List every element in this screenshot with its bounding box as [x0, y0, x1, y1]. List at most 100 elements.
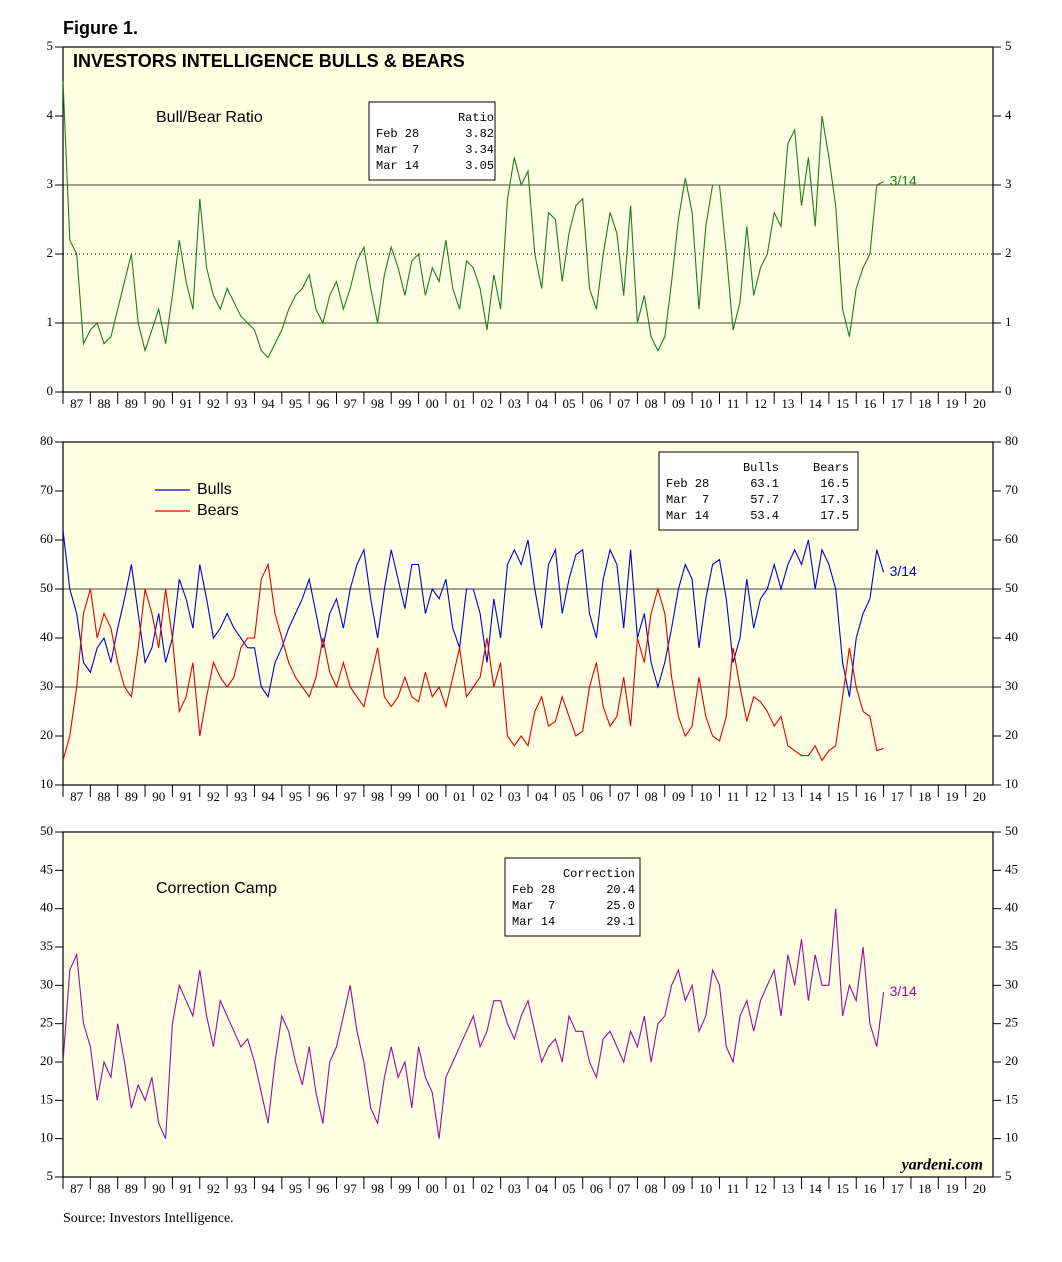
x-tick-label: 04	[535, 396, 549, 411]
x-tick-label: 16	[863, 1181, 877, 1196]
x-tick-label: 15	[836, 1181, 849, 1196]
x-tick-label: 12	[754, 1181, 767, 1196]
x-tick-label: 08	[645, 396, 658, 411]
y-tick-label-right: 10	[1005, 776, 1018, 791]
y-tick-label-right: 3	[1005, 176, 1012, 191]
y-tick-label-right: 2	[1005, 245, 1012, 260]
x-tick-label: 93	[234, 396, 247, 411]
x-tick-label: 06	[590, 396, 604, 411]
table-cell: 25.0	[606, 899, 635, 913]
x-tick-label: 91	[180, 789, 193, 804]
y-tick-label-right: 45	[1005, 861, 1018, 876]
x-tick-label: 94	[262, 789, 276, 804]
x-tick-label: 14	[809, 396, 823, 411]
x-tick-label: 19	[945, 1181, 958, 1196]
x-tick-label: 13	[781, 1181, 794, 1196]
x-tick-label: 04	[535, 789, 549, 804]
table-cell: Feb 28	[666, 477, 709, 491]
annotation: 3/14	[890, 983, 917, 999]
y-tick-label: 5	[47, 1168, 54, 1183]
plot-background	[62, 46, 994, 393]
table-cell: Feb 28	[376, 127, 419, 141]
series-label: Bull/Bear Ratio	[156, 109, 263, 126]
table-header: Bulls	[743, 461, 779, 475]
series-label: Correction Camp	[156, 880, 277, 897]
y-tick-label-right: 30	[1005, 976, 1018, 991]
x-tick-label: 09	[672, 396, 685, 411]
y-tick-label: 2	[47, 245, 54, 260]
table-header: Correction	[563, 867, 635, 881]
y-tick-label: 10	[40, 776, 53, 791]
x-tick-label: 12	[754, 396, 767, 411]
x-tick-label: 09	[672, 789, 685, 804]
x-tick-label: 03	[508, 396, 521, 411]
x-tick-label: 96	[316, 1181, 330, 1196]
figure-label: Figure 1.	[63, 18, 138, 38]
x-tick-label: 06	[590, 1181, 604, 1196]
x-tick-label: 02	[480, 396, 493, 411]
y-tick-label: 10	[40, 1130, 53, 1145]
y-tick-label-right: 40	[1005, 900, 1018, 915]
x-tick-label: 09	[672, 1181, 685, 1196]
x-tick-label: 18	[918, 1181, 931, 1196]
source: Source: Investors Intelligence.	[63, 1211, 234, 1226]
table-cell: 29.1	[606, 915, 635, 929]
x-tick-label: 00	[426, 789, 439, 804]
y-tick-label: 5	[47, 38, 54, 53]
y-tick-label: 50	[40, 823, 53, 838]
table-cell: 20.4	[606, 883, 635, 897]
table-header: Bears	[813, 461, 849, 475]
series-line	[62, 908, 885, 1139]
x-tick-label: 14	[809, 789, 823, 804]
y-tick-label: 20	[40, 727, 53, 742]
y-tick-label-right: 60	[1005, 531, 1018, 546]
series-line	[62, 530, 885, 699]
table-cell: Mar 14	[666, 509, 709, 523]
y-tick-label-right: 35	[1005, 938, 1018, 953]
x-tick-label: 88	[98, 789, 111, 804]
table-cell: 17.3	[820, 493, 849, 507]
chart-title: INVESTORS INTELLIGENCE BULLS & BEARS	[73, 51, 465, 71]
x-tick-label: 91	[180, 396, 193, 411]
table-box	[368, 101, 496, 181]
x-tick-label: 05	[563, 396, 576, 411]
x-tick-label: 97	[344, 396, 358, 411]
x-tick-label: 02	[480, 1181, 493, 1196]
y-tick-label-right: 10	[1005, 1130, 1018, 1145]
table-cell: 57.7	[750, 493, 779, 507]
x-tick-label: 11	[727, 396, 740, 411]
y-tick-label-right: 30	[1005, 678, 1018, 693]
x-tick-label: 01	[453, 1181, 466, 1196]
x-tick-label: 87	[70, 789, 84, 804]
x-tick-label: 12	[754, 789, 767, 804]
x-tick-label: 92	[207, 396, 220, 411]
series-line	[62, 562, 884, 762]
x-tick-label: 00	[426, 396, 439, 411]
x-tick-label: 13	[781, 396, 794, 411]
x-tick-label: 89	[125, 396, 138, 411]
x-tick-label: 07	[617, 789, 631, 804]
y-tick-label: 20	[40, 1053, 53, 1068]
x-tick-label: 04	[535, 1181, 549, 1196]
table-cell: Feb 28	[512, 883, 555, 897]
x-tick-label: 03	[508, 1181, 521, 1196]
table-box	[504, 857, 641, 937]
x-tick-label: 90	[152, 396, 165, 411]
x-tick-label: 08	[645, 1181, 658, 1196]
x-tick-label: 88	[98, 396, 111, 411]
x-tick-label: 97	[344, 1181, 358, 1196]
x-tick-label: 96	[316, 789, 330, 804]
x-tick-label: 07	[617, 396, 631, 411]
x-tick-label: 90	[152, 789, 165, 804]
y-tick-label: 80	[40, 433, 53, 448]
x-tick-label: 20	[973, 789, 986, 804]
x-tick-label: 89	[125, 1181, 138, 1196]
x-tick-label: 99	[398, 789, 411, 804]
legend-label: Bulls	[197, 481, 232, 498]
y-tick-label-right: 1	[1005, 314, 1012, 329]
y-tick-label: 30	[40, 976, 53, 991]
x-tick-label: 01	[453, 396, 466, 411]
y-tick-label: 40	[40, 629, 53, 644]
